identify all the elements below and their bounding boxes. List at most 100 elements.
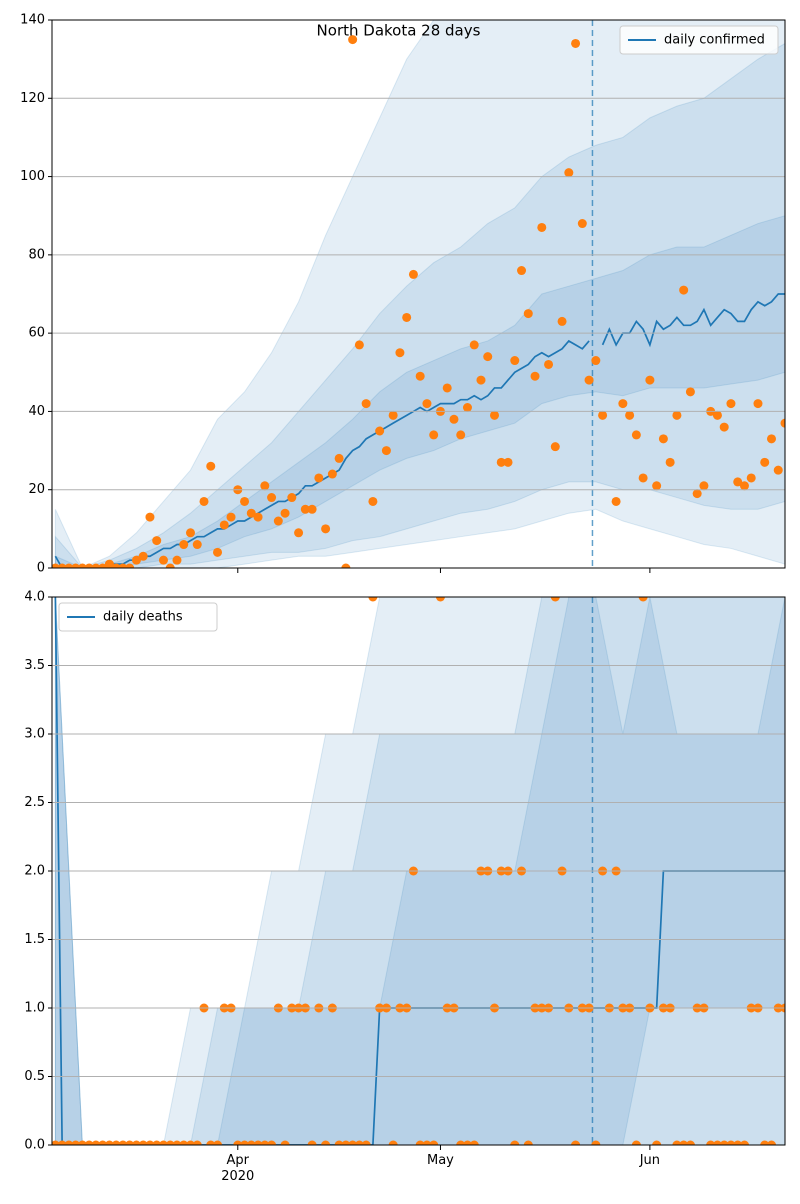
observed-point [57, 563, 67, 568]
band [54, 42, 785, 568]
observed-point [327, 469, 337, 479]
observed-point [246, 1140, 256, 1145]
observed-point [240, 1140, 250, 1145]
observed-point [699, 481, 709, 491]
observed-point [368, 496, 378, 506]
observed-point [415, 371, 425, 381]
y-tick-label: 60 [28, 326, 45, 341]
observed-point [84, 563, 94, 568]
observed-point [192, 1140, 202, 1145]
observed-point [71, 1140, 81, 1145]
observed-point [523, 309, 533, 319]
observed-point [672, 1140, 682, 1145]
observed-point [165, 1140, 175, 1145]
observed-point [118, 563, 128, 568]
observed-point [456, 430, 466, 440]
observed-point [179, 540, 189, 550]
observed-point [280, 508, 290, 518]
observed-point [334, 453, 344, 463]
observed-point [206, 1140, 216, 1145]
observed-point [77, 1140, 87, 1145]
observed-point [658, 434, 668, 444]
y-tick-label: 0.5 [24, 1069, 45, 1084]
plot [52, 20, 785, 568]
observed-point [213, 547, 223, 557]
observed-point [152, 1140, 162, 1145]
y-tick-label: 100 [20, 169, 45, 184]
observed-point [577, 219, 587, 229]
axes-frame [51, 596, 786, 1146]
observed-point [726, 1140, 736, 1145]
observed-point [719, 1140, 729, 1145]
observed-point [321, 1140, 331, 1145]
observed-point [422, 399, 432, 409]
observed-point [138, 1140, 148, 1145]
observed-point [550, 442, 560, 452]
observed-point [625, 410, 635, 420]
observed-point [172, 555, 182, 565]
observed-point [469, 1140, 479, 1145]
observed-point [517, 266, 527, 276]
observed-point [280, 1140, 290, 1145]
observed-point [152, 536, 162, 546]
observed-point [125, 1140, 135, 1145]
legend-box [619, 25, 779, 55]
observed-point [334, 1140, 344, 1145]
observed-point [253, 1140, 263, 1145]
observed-point [692, 489, 702, 499]
observed-point [739, 1140, 749, 1145]
observed-point [408, 269, 418, 279]
observed-point [510, 356, 520, 366]
band [54, 20, 785, 568]
observed-point [523, 1140, 533, 1145]
observed-point [192, 540, 202, 550]
observed-point [483, 352, 493, 362]
x-tick-label: Apr 2020 [221, 1153, 255, 1184]
observed-point [321, 524, 331, 534]
observed-point [260, 481, 270, 491]
observed-point [253, 512, 263, 522]
observed-point [672, 410, 682, 420]
y-tick-label: 0 [37, 561, 45, 576]
observed-point [564, 168, 574, 178]
observed-point [179, 1140, 189, 1145]
observed-point [760, 457, 770, 467]
observed-point [64, 563, 74, 568]
observed-point [300, 504, 310, 514]
observed-point [753, 399, 763, 409]
observed-point [165, 563, 175, 568]
y-tick-label: 20 [28, 482, 45, 497]
observed-point [233, 1140, 243, 1145]
observed-point [442, 383, 452, 393]
observed-point [550, 597, 560, 602]
observed-point [118, 1140, 128, 1145]
observed-point [361, 399, 371, 409]
observed-point [84, 1140, 94, 1145]
y-tick-label: 3.5 [24, 658, 45, 673]
observed-point [104, 559, 114, 568]
observed-point [645, 375, 655, 385]
observed-point [158, 555, 168, 565]
observed-point [307, 504, 317, 514]
observed-point [341, 563, 351, 568]
observed-point [388, 410, 398, 420]
observed-point [354, 1140, 364, 1145]
observed-point [307, 1140, 317, 1145]
y-tick-label: 2.5 [24, 795, 45, 810]
observed-point [611, 496, 621, 506]
observed-point [503, 457, 513, 467]
observed-point [469, 340, 479, 350]
observed-point [712, 1140, 722, 1145]
observed-point [706, 1140, 716, 1145]
observed-point [496, 457, 506, 467]
observed-point [64, 1140, 74, 1145]
y-tick-label: 4.0 [24, 590, 45, 605]
observed-point [780, 418, 785, 428]
observed-point [145, 512, 155, 522]
observed-point [638, 473, 648, 483]
observed-point [402, 312, 412, 322]
observed-point [537, 222, 547, 232]
observed-point [240, 496, 250, 506]
observed-point [584, 375, 594, 385]
